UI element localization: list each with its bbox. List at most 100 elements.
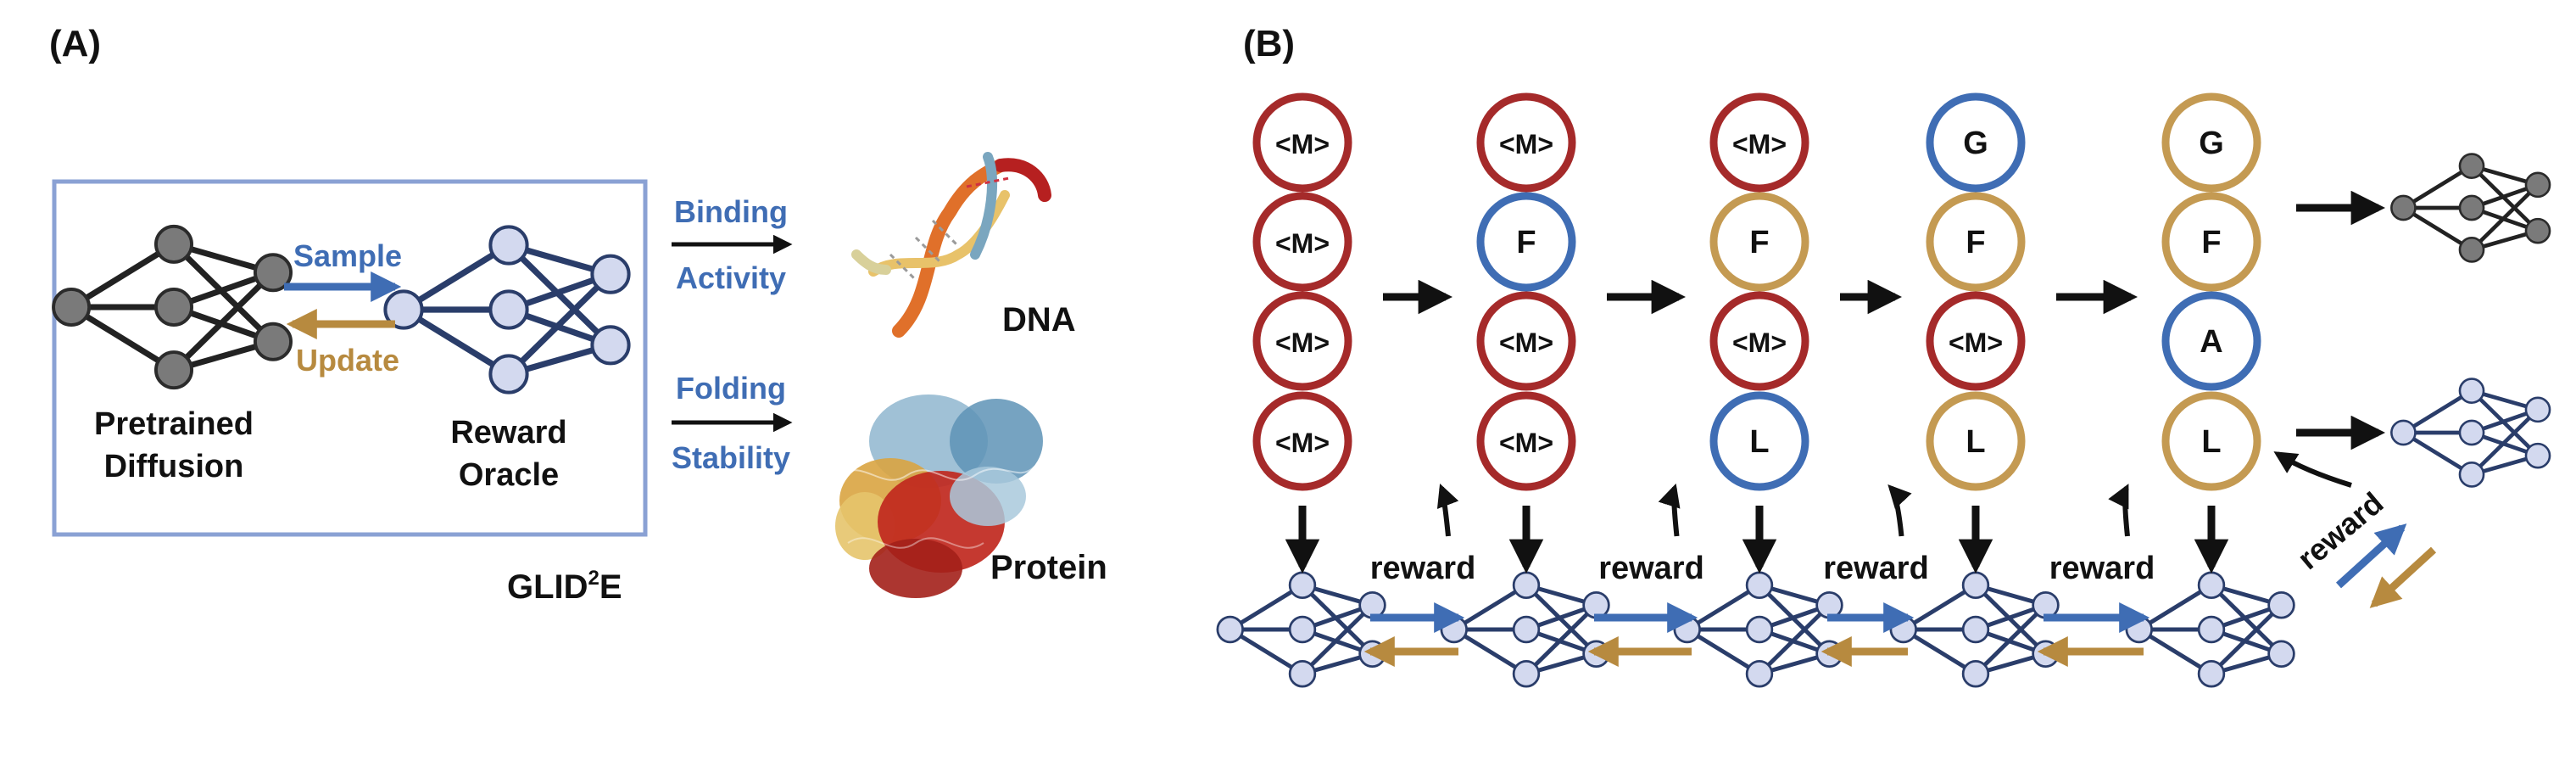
network-node — [153, 350, 194, 390]
token-text: <M> — [1949, 327, 2003, 358]
network-node — [1745, 571, 1774, 599]
network-node — [1216, 615, 1244, 644]
token-text: F — [1965, 225, 1985, 260]
network-edge — [1685, 627, 1762, 676]
sample-label: Sample — [293, 238, 402, 273]
network-edge — [1685, 583, 1762, 632]
network-node — [2458, 153, 2485, 179]
token-text: L — [1749, 424, 1769, 460]
network-edge — [1228, 583, 1305, 632]
network-node — [1512, 571, 1541, 599]
reward-label-line2: Oracle — [459, 457, 559, 493]
reward-feedback-arrow — [2108, 484, 2130, 537]
protein-structure-image — [835, 394, 1043, 598]
network-icon — [1440, 571, 1610, 688]
network-icon — [1889, 571, 2060, 688]
network-node — [488, 225, 529, 266]
network-node — [2458, 237, 2485, 263]
reward-feedback-arrow — [1658, 483, 1681, 537]
token-column-2: <M> F <M> <M> — [1476, 92, 1576, 491]
network-node — [2197, 660, 2226, 688]
network-edge — [170, 241, 276, 345]
network-node — [2197, 571, 2226, 599]
token-text: F — [2201, 225, 2221, 260]
network-node — [2390, 419, 2417, 446]
token-circle — [1709, 192, 1809, 292]
pretrained-label-line1: Pretrained — [94, 406, 254, 442]
reward-label: reward — [2049, 551, 2155, 586]
token-text: <M> — [1275, 129, 1330, 159]
network-node — [2458, 194, 2485, 221]
network-node — [2458, 419, 2485, 446]
reward-oracle-network-icon — [383, 225, 631, 394]
reward-feedback-arrow — [2273, 451, 2352, 488]
network-node — [153, 287, 194, 327]
reward-feedback-arrow — [1436, 483, 1459, 537]
panel-b-label: (B) — [1243, 23, 1295, 64]
pretrained-diffusion-network-icon — [52, 224, 293, 390]
network-node — [1961, 660, 1990, 688]
method-name: GLID2E — [507, 567, 622, 606]
network-node — [590, 254, 631, 294]
network-edge — [1524, 583, 1598, 657]
folding-label-line1: Folding — [676, 371, 786, 406]
network-edge — [2137, 627, 2214, 676]
token-text: G — [1963, 126, 1988, 161]
token-circle — [1926, 291, 2026, 391]
network-node — [1961, 615, 1990, 644]
network-node — [2524, 171, 2551, 199]
network-node — [488, 289, 529, 330]
network-edge — [400, 242, 512, 313]
network-node — [488, 354, 529, 394]
network-node — [1512, 615, 1541, 644]
network-node — [1288, 571, 1317, 599]
token-text: G — [2199, 126, 2224, 161]
token-circle — [1926, 391, 2026, 491]
token-circle — [2161, 192, 2261, 292]
network-node — [590, 325, 631, 366]
network-node — [2524, 442, 2551, 469]
network-icon — [1216, 571, 1386, 688]
network-edge — [2469, 164, 2540, 233]
token-circle — [1252, 391, 1352, 491]
token-circle — [1252, 92, 1352, 193]
network-node — [153, 224, 194, 264]
reward-label: reward — [1598, 551, 1704, 586]
network-node — [1288, 615, 1317, 644]
reward-feedback-arrow — [1887, 484, 1912, 537]
binding-label-line2: Activity — [676, 260, 786, 295]
final-output-networks — [2296, 153, 2551, 488]
binding-label-line1: Binding — [674, 194, 788, 229]
token-text: F — [1516, 225, 1536, 260]
token-text: F — [1749, 225, 1769, 260]
token-circle — [1252, 291, 1352, 391]
network-node — [2390, 194, 2417, 221]
network-node — [2458, 462, 2485, 488]
network-icon — [1673, 571, 1843, 688]
network-edge — [2209, 583, 2283, 657]
method-name-suffix: E — [599, 568, 622, 606]
token-circle — [1252, 192, 1352, 292]
network-edge — [1901, 627, 1978, 676]
network-node — [253, 322, 293, 361]
dna-structure-image — [851, 152, 1051, 338]
network-edge — [1300, 602, 1374, 676]
network-icon — [2390, 153, 2551, 263]
token-text: <M> — [1732, 129, 1787, 159]
token-circle — [1926, 92, 2026, 193]
token-circle — [2161, 92, 2261, 193]
token-circle — [1709, 92, 1809, 193]
reward-label: reward — [1370, 551, 1476, 586]
update-label: Update — [296, 343, 399, 378]
network-node — [1745, 660, 1774, 688]
network-edge — [1757, 602, 1832, 676]
network-icon — [383, 225, 631, 394]
token-columns: <M> <M> <M> <M> <M> F <M> <M> <M> F <M> L G F <M> L G F A L — [1252, 92, 2261, 491]
token-circle — [1476, 92, 1576, 193]
network-icon — [2125, 571, 2295, 688]
token-text: <M> — [1499, 129, 1553, 159]
network-edge — [1973, 602, 2048, 676]
network-node — [1288, 660, 1317, 688]
network-node — [2267, 591, 2295, 619]
